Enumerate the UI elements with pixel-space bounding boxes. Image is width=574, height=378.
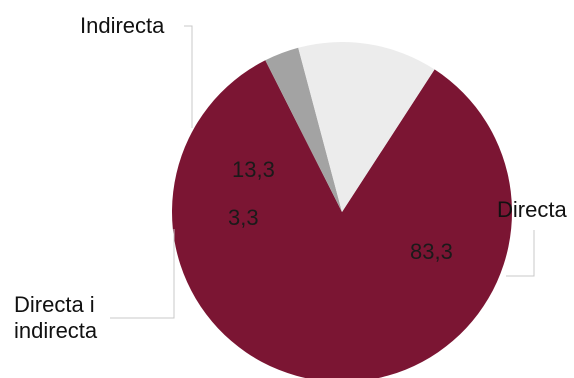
category-label-indirecta: Indirecta bbox=[80, 13, 165, 38]
leader-lines bbox=[110, 25, 535, 319]
data-label-directa: 83,3 bbox=[410, 239, 453, 264]
pie-slice-directa bbox=[172, 60, 512, 378]
leader-line-indirecta bbox=[184, 25, 193, 128]
data-label-indirecta: 13,3 bbox=[232, 157, 275, 182]
category-label-directa-i-indirecta-line2: indirecta bbox=[14, 318, 98, 343]
data-label-directa-i-indirecta: 3,3 bbox=[228, 205, 259, 230]
pie-slice-directa-i-indirecta bbox=[265, 47, 342, 212]
pie-slice-indirecta bbox=[298, 42, 435, 213]
category-label-directa-i-indirecta-line1: Directa i bbox=[14, 292, 95, 317]
leader-line-directa-i-indirecta bbox=[110, 229, 175, 319]
category-label-directa: Directa bbox=[497, 197, 567, 222]
pie-slices bbox=[172, 42, 512, 378]
leader-line-directa bbox=[506, 230, 535, 277]
